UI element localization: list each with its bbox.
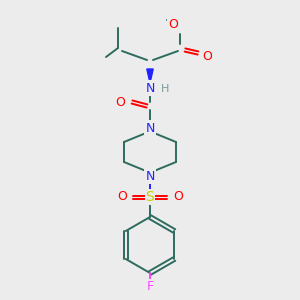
Text: O: O — [117, 190, 127, 203]
Text: O: O — [168, 19, 178, 32]
Text: F: F — [146, 280, 154, 293]
Text: N: N — [145, 122, 155, 134]
Text: O: O — [173, 190, 183, 203]
Text: S: S — [146, 190, 154, 204]
Text: O: O — [115, 95, 125, 109]
Text: O: O — [202, 50, 212, 62]
Text: H: H — [161, 84, 169, 94]
Text: N: N — [145, 169, 155, 182]
Polygon shape — [147, 69, 153, 83]
Text: N: N — [145, 82, 155, 94]
